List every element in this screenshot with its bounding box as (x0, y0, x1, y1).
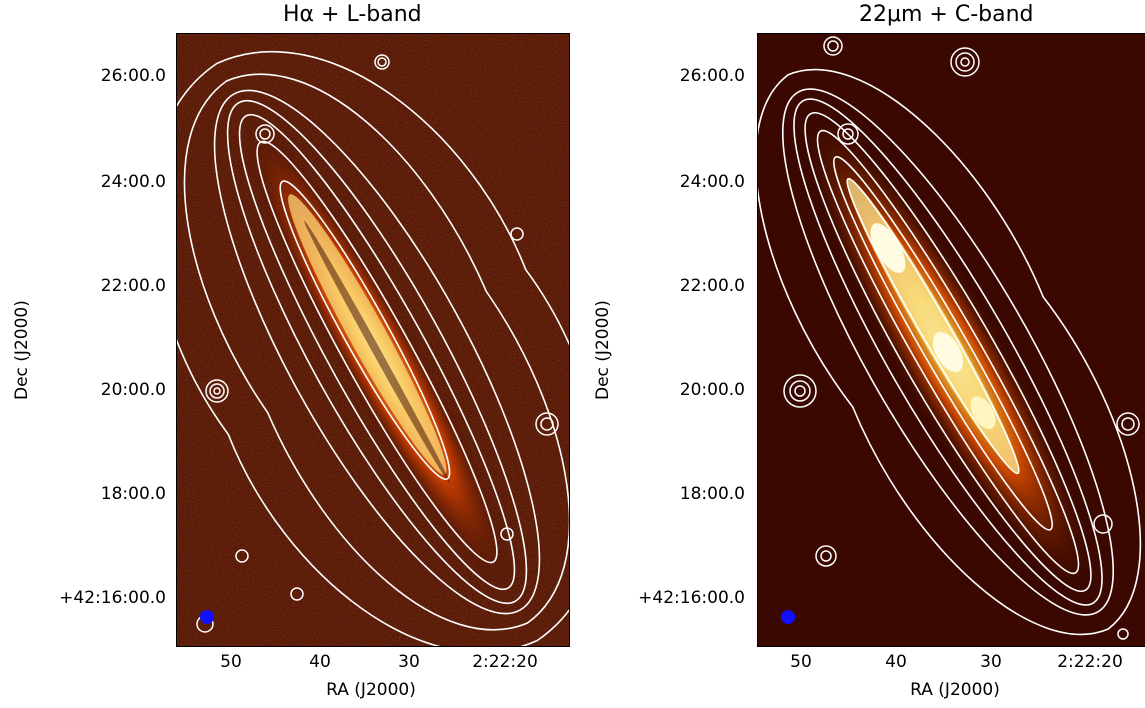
contour (238, 113, 516, 591)
y-tick: 20:00.0 (679, 380, 745, 400)
y-tick: 18:00.0 (679, 484, 745, 504)
x-axis-label: RA (J2000) (910, 680, 1000, 700)
contour (781, 88, 1115, 616)
galaxy-image (177, 34, 569, 646)
map-frame (757, 33, 1145, 647)
y-axis-label: Dec (J2000) (593, 300, 613, 400)
map-frame (176, 33, 570, 647)
panel-title: Hα + L-band (283, 2, 422, 27)
y-axis-label: Dec (J2000) (12, 300, 32, 400)
beam-marker-icon (781, 610, 795, 624)
x-tick: 2:22:20 (472, 652, 538, 672)
galaxy-image (758, 34, 1145, 646)
y-tick: +42:16:00.0 (59, 588, 166, 608)
y-tick: 24:00.0 (679, 172, 745, 192)
beam-marker-icon (200, 610, 214, 624)
y-tick: 26:00.0 (100, 66, 166, 86)
y-tick: 20:00.0 (100, 380, 166, 400)
contour (183, 73, 569, 631)
left-panel: Hα + L-band (0, 0, 570, 708)
x-tick: 30 (980, 652, 1002, 672)
x-tick: 40 (885, 652, 907, 672)
contour (846, 177, 1020, 475)
contour (177, 51, 569, 646)
contour (758, 68, 1142, 636)
contour (226, 99, 528, 605)
contour (793, 98, 1103, 606)
contour (816, 129, 1080, 575)
y-tick: +42:16:00.0 (638, 588, 745, 608)
x-tick: 50 (220, 652, 242, 672)
contour (833, 156, 1053, 531)
y-tick: 24:00.0 (100, 172, 166, 192)
x-tick: 30 (398, 652, 420, 672)
y-tick: 18:00.0 (100, 484, 166, 504)
right-panel: 22μm + C-band (585, 0, 1145, 708)
x-tick: 50 (790, 652, 812, 672)
y-tick: 26:00.0 (679, 66, 745, 86)
y-tick: 22:00.0 (100, 276, 166, 296)
x-tick: 40 (309, 652, 331, 672)
y-tick: 22:00.0 (679, 276, 745, 296)
panel-title: 22μm + C-band (859, 2, 1034, 27)
contour (213, 89, 541, 615)
x-tick: 2:22:20 (1057, 652, 1123, 672)
x-axis-label: RA (J2000) (326, 680, 416, 700)
